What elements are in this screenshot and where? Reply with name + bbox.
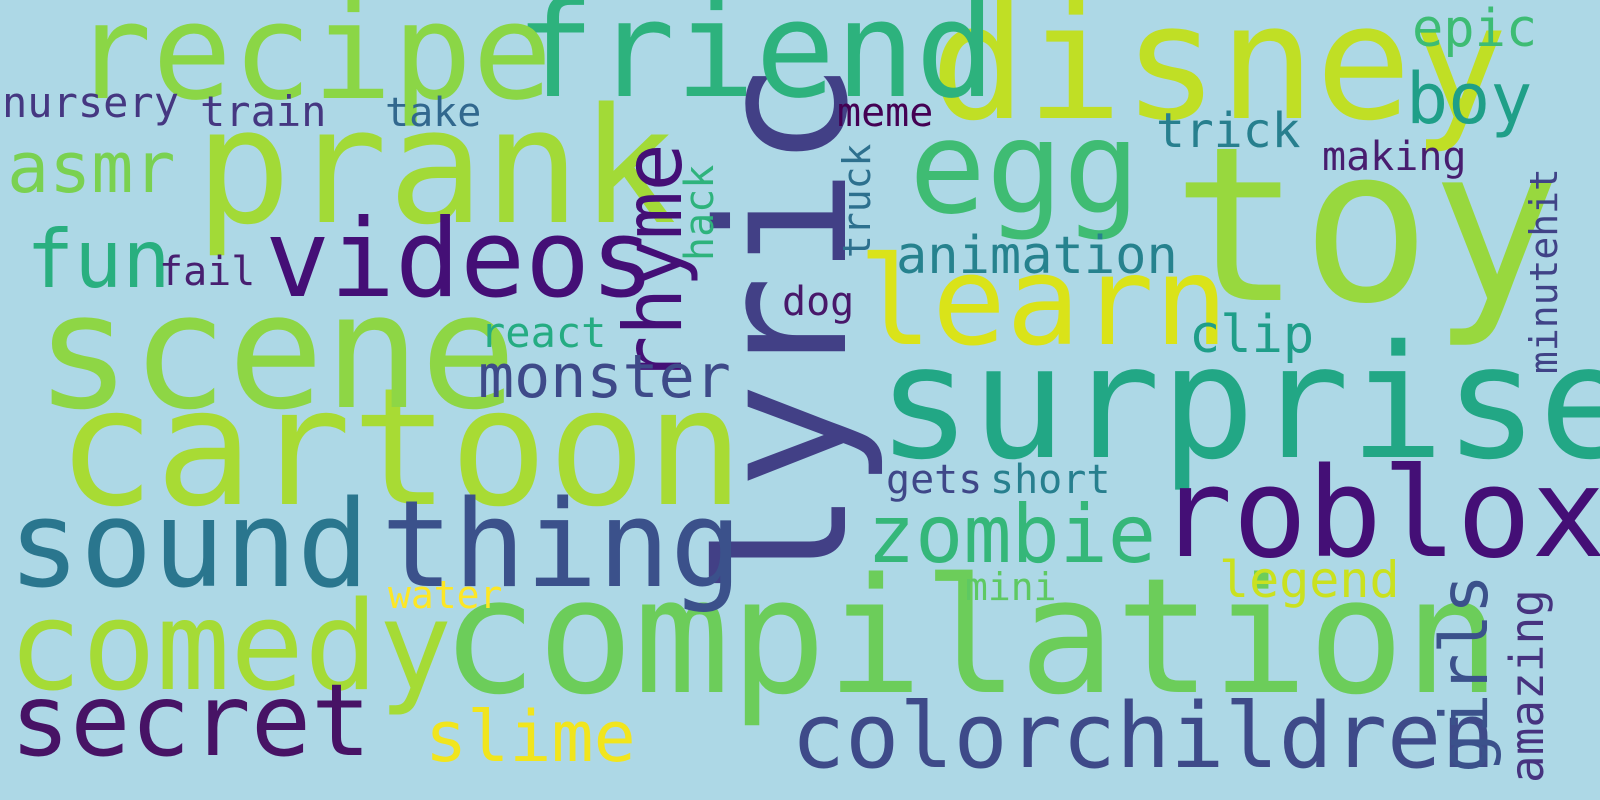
word-comedy: comedy — [8, 576, 453, 719]
word-sound: sound — [8, 476, 370, 615]
word-react: react — [480, 308, 607, 357]
word-legend: legend — [1219, 551, 1400, 609]
word-fun: fun — [26, 213, 171, 306]
word-mini: mini — [965, 565, 1057, 609]
word-compilation: compilation — [441, 543, 1501, 730]
word-making: making — [1322, 134, 1467, 180]
word-friend: friend — [515, 0, 996, 128]
word-monster: monster — [478, 342, 731, 412]
word-videos: videos — [265, 197, 656, 322]
word-hack: hack — [677, 164, 723, 261]
word-meme: meme — [837, 90, 934, 136]
word-dog: dog — [782, 279, 855, 325]
word-short: short — [990, 457, 1111, 503]
word-boy: boy — [1406, 58, 1533, 140]
word-nursery: nursery — [2, 78, 180, 127]
word-take: take — [385, 90, 482, 136]
word-epic: epic — [1412, 0, 1538, 59]
word-cartoon: cartoon — [57, 354, 744, 543]
word-gets: gets — [886, 457, 983, 503]
word-minutehit: minutehit — [1522, 168, 1566, 374]
word-thing: thing — [381, 476, 743, 615]
word-colorchildren: colorchildren — [791, 684, 1496, 789]
word-slime: slime — [425, 696, 636, 778]
word-egg: egg — [909, 94, 1141, 243]
word-animation: animation — [896, 226, 1178, 286]
word-fail: fail — [159, 249, 256, 295]
word-girls: girls — [1426, 574, 1503, 773]
word-amazing: amazing — [1500, 589, 1554, 783]
word-learn: learn — [858, 231, 1229, 374]
word-recipe: recipe — [72, 0, 553, 130]
word-scene: scene — [35, 258, 517, 445]
word-zombie: zombie — [867, 488, 1156, 581]
word-water: water — [388, 573, 503, 617]
word-prank: prank — [195, 73, 677, 260]
word-disney: disney — [930, 0, 1508, 156]
word-surprise: surprise — [877, 312, 1600, 495]
word-truck: truck — [835, 143, 879, 258]
word-trick: trick — [1156, 103, 1301, 159]
word-train: train — [200, 87, 327, 136]
word-roblox: roblox — [1158, 442, 1600, 586]
word-toy: toy — [1172, 100, 1561, 351]
word-secret: secret — [10, 662, 372, 779]
word-clip: clip — [1189, 305, 1315, 365]
word-asmr: asmr — [7, 127, 176, 209]
